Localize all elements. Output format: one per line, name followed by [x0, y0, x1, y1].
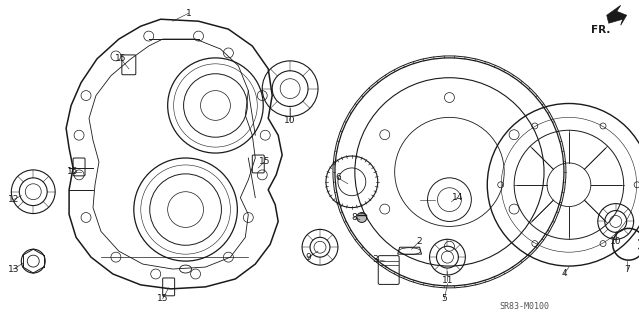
Text: 7: 7: [624, 264, 630, 273]
Text: 2: 2: [417, 237, 422, 246]
Text: 11: 11: [442, 277, 453, 286]
Text: 15: 15: [115, 54, 127, 63]
Text: 12: 12: [8, 195, 19, 204]
Text: 15: 15: [67, 167, 79, 176]
Text: 15: 15: [259, 158, 270, 167]
Text: 15: 15: [157, 294, 168, 303]
Text: 10: 10: [284, 116, 296, 125]
Circle shape: [357, 212, 367, 222]
Text: 13: 13: [8, 264, 19, 273]
Text: 8: 8: [351, 213, 356, 222]
Polygon shape: [607, 5, 627, 25]
Text: 9: 9: [305, 253, 311, 262]
Text: 3: 3: [372, 255, 378, 263]
Text: 10: 10: [610, 237, 621, 246]
Text: 5: 5: [442, 294, 447, 303]
Text: 6: 6: [335, 173, 340, 182]
Text: 1: 1: [186, 9, 191, 18]
Text: FR.: FR.: [591, 25, 610, 35]
Text: 4: 4: [561, 270, 567, 278]
Text: SR83-M0100: SR83-M0100: [499, 302, 549, 311]
Text: 14: 14: [452, 193, 463, 202]
